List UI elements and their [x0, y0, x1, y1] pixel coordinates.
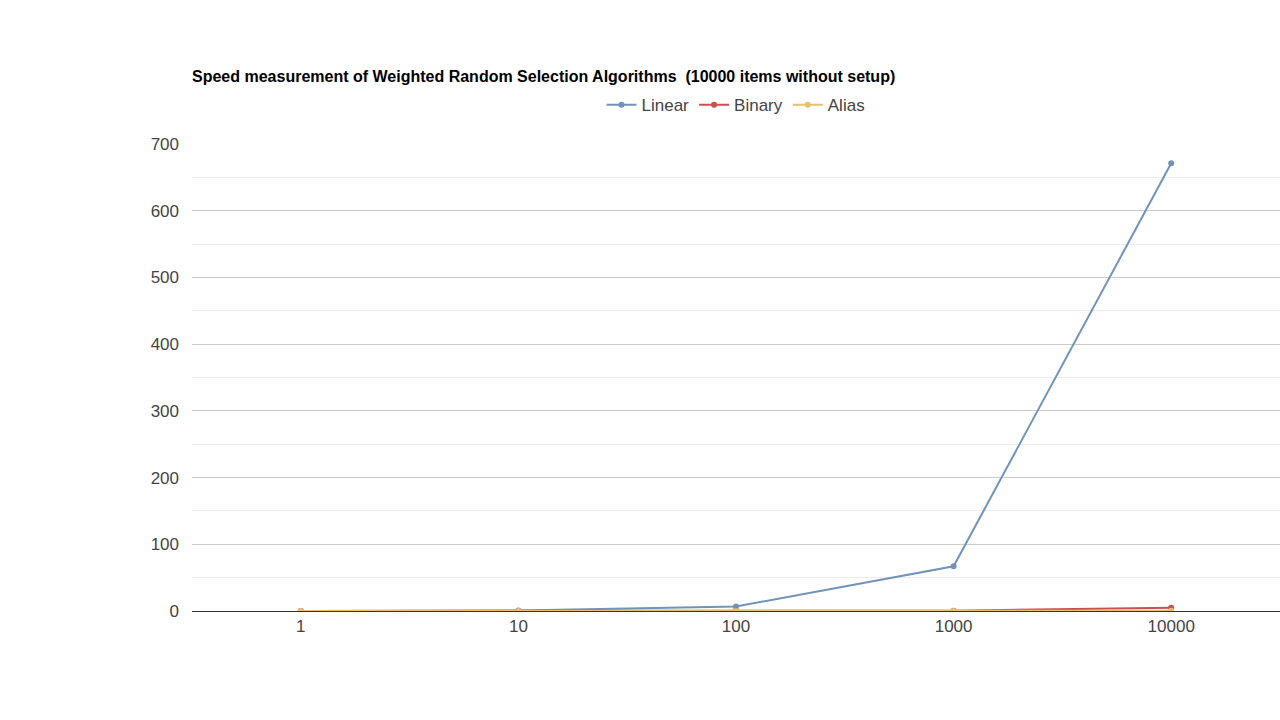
svg-text:600: 600 [151, 202, 179, 221]
svg-text:300: 300 [151, 402, 179, 421]
svg-text:10: 10 [509, 617, 528, 636]
svg-text:1000: 1000 [935, 617, 973, 636]
svg-text:700: 700 [151, 135, 179, 154]
svg-text:100: 100 [151, 535, 179, 554]
svg-text:Alias: Alias [828, 96, 865, 115]
svg-text:Speed measurement of Weighted: Speed measurement of Weighted Random Sel… [192, 68, 895, 85]
svg-text:10000: 10000 [1148, 617, 1195, 636]
svg-text:100: 100 [722, 617, 750, 636]
svg-text:200: 200 [151, 469, 179, 488]
svg-text:400: 400 [151, 335, 179, 354]
svg-text:0: 0 [170, 602, 179, 621]
svg-text:500: 500 [151, 268, 179, 287]
svg-text:Binary: Binary [734, 96, 783, 115]
svg-text:Linear: Linear [642, 96, 690, 115]
svg-text:1: 1 [296, 617, 305, 636]
